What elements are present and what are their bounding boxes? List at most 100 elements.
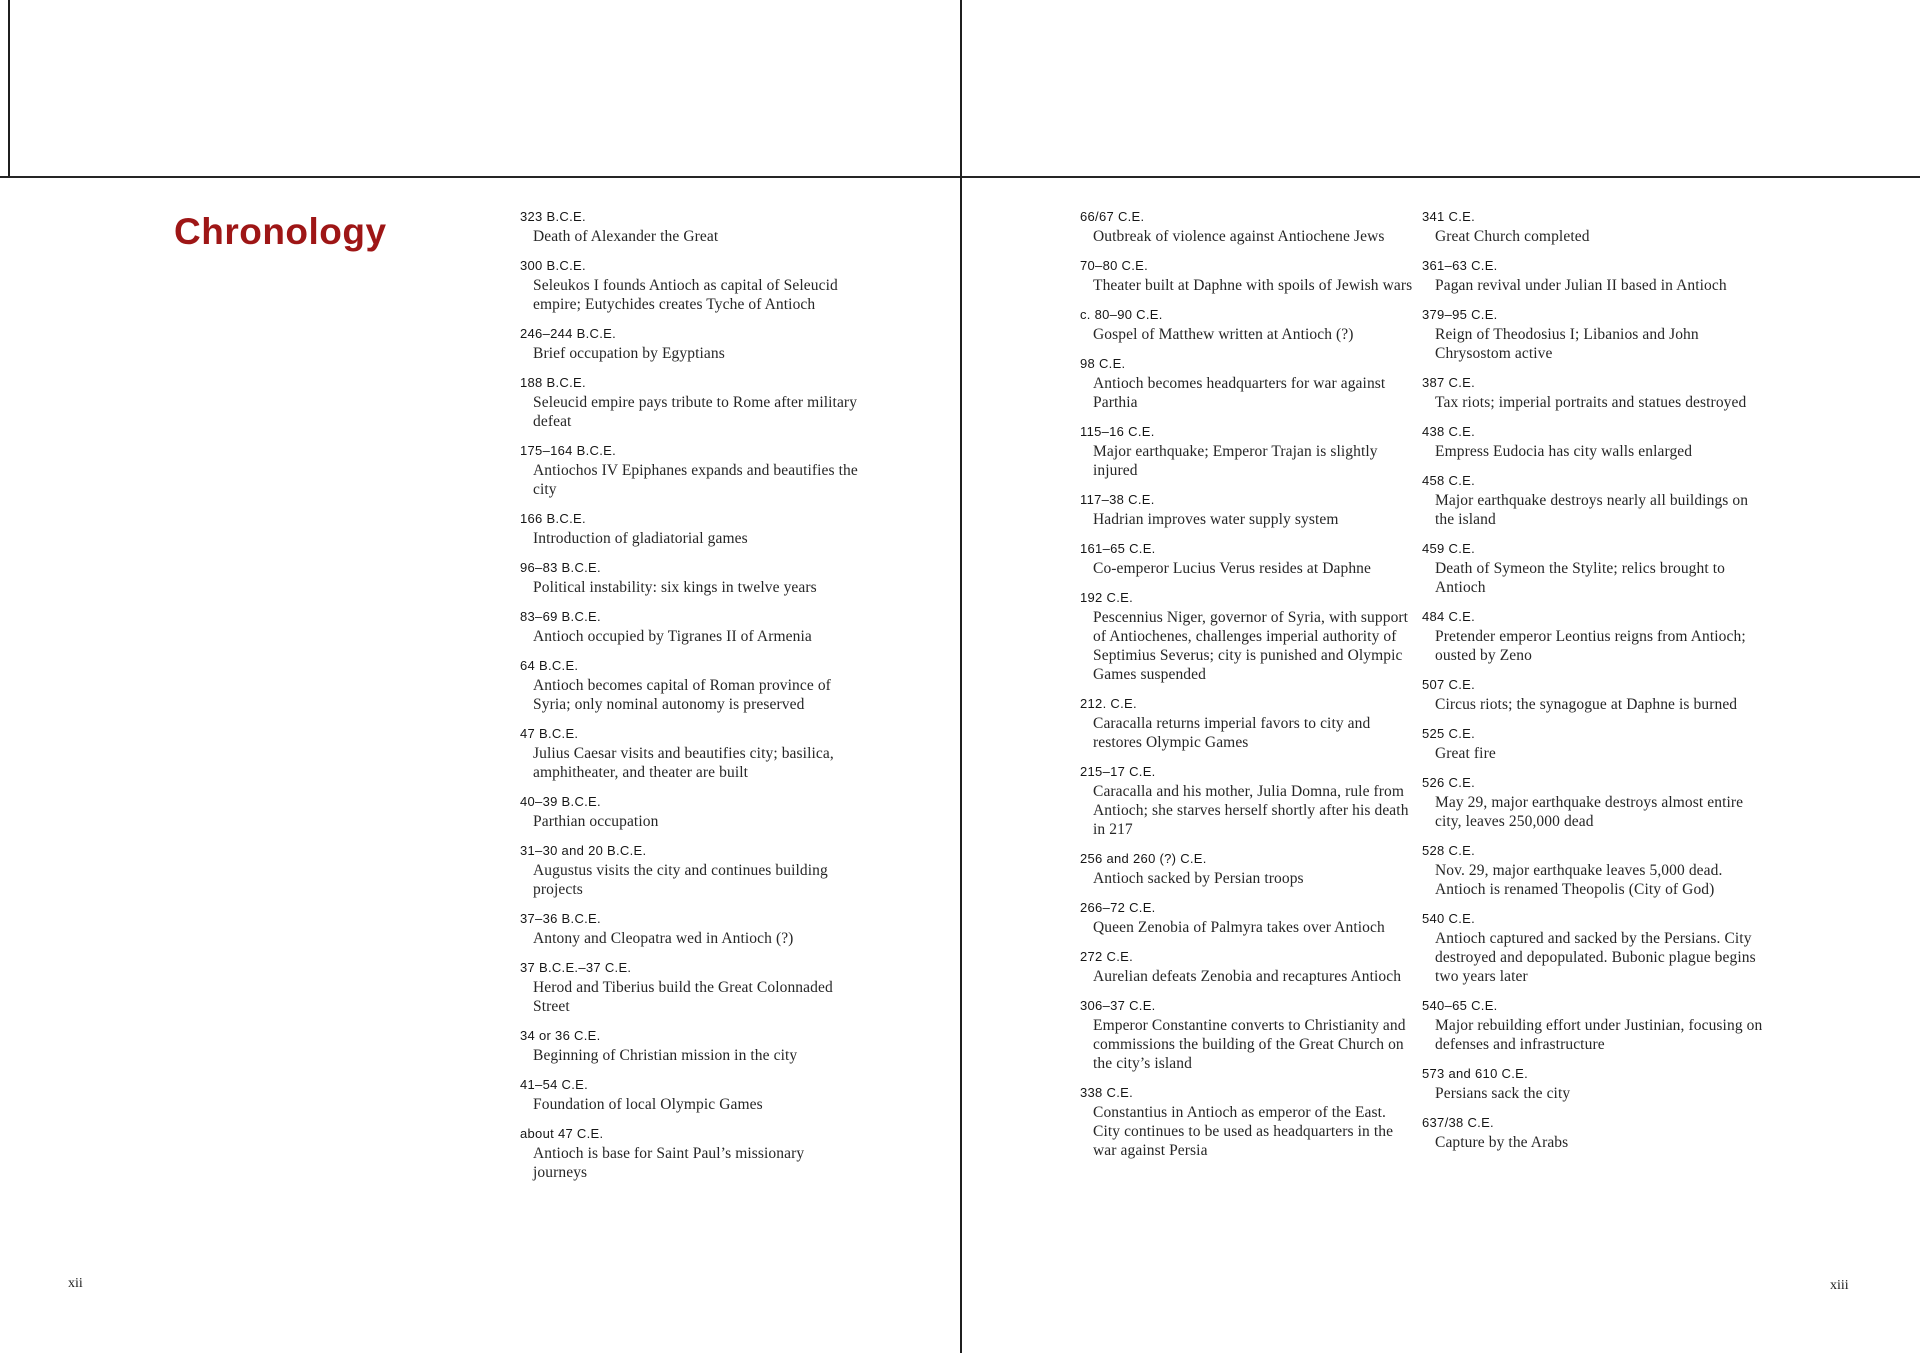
entry-date: 47 B.C.E. xyxy=(520,726,579,741)
chronology-entry: 525 C.E. Great fire xyxy=(1422,724,1763,763)
entry-description: Seleukos I founds Antioch as capital of … xyxy=(533,277,838,313)
chronology-entry: 266–72 C.E. Queen Zenobia of Palmyra tak… xyxy=(1080,898,1416,937)
entry-date: 458 C.E. xyxy=(1422,473,1475,488)
chronology-entry: 341 C.E. Great Church completed xyxy=(1422,207,1763,246)
entry-date: 117–38 C.E. xyxy=(1080,492,1155,507)
entry-description: Beginning of Christian mission in the ci… xyxy=(533,1047,798,1064)
entry-description: Aurelian defeats Zenobia and recaptures … xyxy=(1093,968,1402,985)
chronology-entry: 98 C.E. Antioch becomes headquarters for… xyxy=(1080,354,1416,412)
chronology-entry: 83–69 B.C.E. Antioch occupied by Tigrane… xyxy=(520,607,860,646)
entry-date: 166 B.C.E. xyxy=(520,511,586,526)
chronology-entry: 272 C.E. Aurelian defeats Zenobia and re… xyxy=(1080,947,1416,986)
chronology-entry: 166 B.C.E. Introduction of gladiatorial … xyxy=(520,509,860,548)
chronology-entry: 338 C.E. Constantius in Antioch as emper… xyxy=(1080,1083,1416,1160)
entry-description: Queen Zenobia of Palmyra takes over Anti… xyxy=(1093,919,1385,936)
entry-description: Antioch becomes headquarters for war aga… xyxy=(1093,375,1386,411)
chronology-entry: 379–95 C.E. Reign of Theodosius I; Liban… xyxy=(1422,305,1763,363)
entry-date: 192 C.E. xyxy=(1080,590,1133,605)
entry-date: 573 and 610 C.E. xyxy=(1422,1066,1528,1081)
entry-description: Great Church completed xyxy=(1435,228,1590,245)
entry-date: 338 C.E. xyxy=(1080,1085,1133,1100)
entry-date: 306–37 C.E. xyxy=(1080,998,1156,1013)
entry-date: 528 C.E. xyxy=(1422,843,1475,858)
entry-description: Brief occupation by Egyptians xyxy=(533,345,725,362)
entry-date: 188 B.C.E. xyxy=(520,375,586,390)
chronology-entry: about 47 C.E. Antioch is base for Saint … xyxy=(520,1124,860,1182)
entry-date: 41–54 C.E. xyxy=(520,1077,589,1092)
chronology-entry: 637/38 C.E. Capture by the Arabs xyxy=(1422,1113,1763,1152)
page-divider-rule xyxy=(960,0,962,1353)
chronology-entry: 507 C.E. Circus riots; the synagogue at … xyxy=(1422,675,1763,714)
entry-date: c. 80–90 C.E. xyxy=(1080,307,1163,322)
folio-left: xii xyxy=(68,1276,83,1291)
entry-description: Herod and Tiberius build the Great Colon… xyxy=(533,979,833,1015)
chronology-entry: 161–65 C.E. Co-emperor Lucius Verus resi… xyxy=(1080,539,1416,578)
chronology-entry: 215–17 C.E. Caracalla and his mother, Ju… xyxy=(1080,762,1416,839)
entry-description: Antioch sacked by Persian troops xyxy=(1093,870,1304,887)
chronology-entry: 64 B.C.E. Antioch becomes capital of Rom… xyxy=(520,656,860,714)
entry-description: Parthian occupation xyxy=(533,813,659,830)
entry-date: 40–39 B.C.E. xyxy=(520,794,601,809)
chronology-entry: 540 C.E. Antioch captured and sacked by … xyxy=(1422,909,1763,986)
entry-description: Reign of Theodosius I; Libanios and John… xyxy=(1435,326,1699,362)
entry-description: Foundation of local Olympic Games xyxy=(533,1096,763,1113)
entry-description: Seleucid empire pays tribute to Rome aft… xyxy=(533,394,858,430)
entry-date: 387 C.E. xyxy=(1422,375,1475,390)
entry-description: Augustus visits the city and continues b… xyxy=(533,862,828,898)
entry-date: 37–36 B.C.E. xyxy=(520,911,601,926)
entry-description: Antioch occupied by Tigranes II of Armen… xyxy=(533,628,812,645)
entry-description: Antiochos IV Epiphanes expands and beaut… xyxy=(533,462,858,498)
entry-date: 484 C.E. xyxy=(1422,609,1475,624)
chronology-entry: 256 and 260 (?) C.E. Antioch sacked by P… xyxy=(1080,849,1416,888)
chronology-entry: 117–38 C.E. Hadrian improves water suppl… xyxy=(1080,490,1416,529)
entry-description: Death of Symeon the Stylite; relics brou… xyxy=(1435,560,1726,596)
entry-description: Political instability: six kings in twel… xyxy=(533,579,817,596)
entry-date: 266–72 C.E. xyxy=(1080,900,1156,915)
entry-description: Nov. 29, major earthquake leaves 5,000 d… xyxy=(1435,862,1723,898)
chronology-entry: 37 B.C.E.–37 C.E. Herod and Tiberius bui… xyxy=(520,958,860,1016)
entry-description: Pescennius Niger, governor of Syria, wit… xyxy=(1093,609,1409,683)
entry-description: Pretender emperor Leontius reigns from A… xyxy=(1435,628,1746,664)
entry-description: Circus riots; the synagogue at Daphne is… xyxy=(1435,696,1738,713)
entry-date: 66/67 C.E. xyxy=(1080,209,1145,224)
chronology-entry: 458 C.E. Major earthquake destroys nearl… xyxy=(1422,471,1763,529)
chronology-entry: c. 80–90 C.E. Gospel of Matthew written … xyxy=(1080,305,1416,344)
chronology-entry: 459 C.E. Death of Symeon the Stylite; re… xyxy=(1422,539,1763,597)
entry-date: 31–30 and 20 B.C.E. xyxy=(520,843,647,858)
entry-description: Death of Alexander the Great xyxy=(533,228,719,245)
chronology-entry: 300 B.C.E. Seleukos I founds Antioch as … xyxy=(520,256,860,314)
chronology-entry: 540–65 C.E. Major rebuilding effort unde… xyxy=(1422,996,1763,1054)
entry-date: 438 C.E. xyxy=(1422,424,1475,439)
chronology-entry: 70–80 C.E. Theater built at Daphne with … xyxy=(1080,256,1416,295)
entry-description: Great fire xyxy=(1435,745,1496,762)
entry-date: 34 or 36 C.E. xyxy=(520,1028,601,1043)
entry-description: Capture by the Arabs xyxy=(1435,1134,1569,1151)
chronology-entry: 40–39 B.C.E. Parthian occupation xyxy=(520,792,860,831)
chronology-entry: 387 C.E. Tax riots; imperial portraits a… xyxy=(1422,373,1763,412)
entry-date: 525 C.E. xyxy=(1422,726,1475,741)
chronology-entry: 438 C.E. Empress Eudocia has city walls … xyxy=(1422,422,1763,461)
chronology-entry: 526 C.E. May 29, major earthquake destro… xyxy=(1422,773,1763,831)
entry-description: Introduction of gladiatorial games xyxy=(533,530,748,547)
entry-description: Hadrian improves water supply system xyxy=(1093,511,1339,528)
entry-date: 540 C.E. xyxy=(1422,911,1475,926)
entry-date: 161–65 C.E. xyxy=(1080,541,1156,556)
chronology-entry: 484 C.E. Pretender emperor Leontius reig… xyxy=(1422,607,1763,665)
entry-date: 272 C.E. xyxy=(1080,949,1133,964)
entry-date: 98 C.E. xyxy=(1080,356,1126,371)
chronology-entry: 37–36 B.C.E. Antony and Cleopatra wed in… xyxy=(520,909,860,948)
entry-description: May 29, major earthquake destroys almost… xyxy=(1435,794,1744,830)
entry-description: Major rebuilding effort under Justinian,… xyxy=(1435,1017,1763,1053)
entry-date: 341 C.E. xyxy=(1422,209,1475,224)
timeline-column-left: 323 B.C.E. Death of Alexander the Great … xyxy=(520,207,860,1192)
entry-description: Tax riots; imperial portraits and statue… xyxy=(1435,394,1747,411)
entry-description: Constantius in Antioch as emperor of the… xyxy=(1093,1104,1394,1159)
entry-description: Antony and Cleopatra wed in Antioch (?) xyxy=(533,930,794,947)
entry-description: Emperor Constantine converts to Christia… xyxy=(1093,1017,1406,1072)
entry-date: 361–63 C.E. xyxy=(1422,258,1498,273)
timeline-column-right-1: 66/67 C.E. Outbreak of violence against … xyxy=(1080,207,1416,1170)
entry-date: 300 B.C.E. xyxy=(520,258,586,273)
entry-description: Pagan revival under Julian II based in A… xyxy=(1435,277,1727,294)
entry-description: Persians sack the city xyxy=(1435,1085,1571,1102)
chronology-entry: 212. C.E. Caracalla returns imperial fav… xyxy=(1080,694,1416,752)
